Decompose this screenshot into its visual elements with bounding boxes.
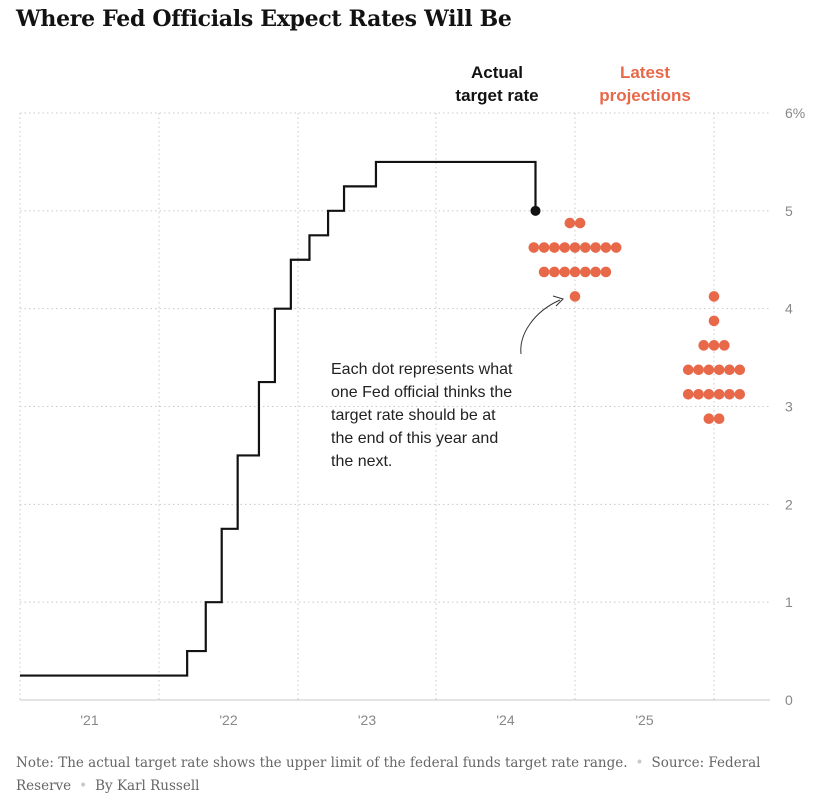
projection-dot — [569, 242, 581, 253]
actual-label-line2: target rate — [455, 86, 538, 105]
separator-dot: • — [79, 778, 88, 794]
projection-dot — [708, 315, 720, 327]
projection-dot — [574, 217, 586, 229]
projection-dot — [600, 242, 612, 253]
projections-label-line1: Latest — [620, 63, 670, 82]
projection-dot — [734, 364, 746, 376]
projection-dot — [713, 388, 725, 400]
x-tick-label: '22 — [219, 712, 237, 728]
x-tick-label: '24 — [496, 712, 514, 728]
annotation-line: one Fed official thinks the — [331, 384, 512, 401]
projection-dot — [538, 242, 550, 253]
y-tick-label: 2 — [785, 496, 793, 512]
projection-dot — [719, 340, 730, 351]
y-tick-label: 3 — [785, 399, 793, 415]
annotation-arrow — [520, 299, 561, 355]
projection-dot — [580, 242, 591, 253]
projection-dot — [580, 266, 591, 278]
projection-dot — [698, 340, 709, 351]
chart-title: Where Fed Officials Expect Rates Will Be — [16, 6, 512, 32]
annotation-line: target rate should be at — [331, 407, 496, 424]
projection-dot — [600, 266, 612, 278]
projection-dot — [564, 217, 576, 229]
projection-dot — [538, 266, 550, 278]
projection-dot — [549, 242, 560, 253]
y-tick-label: 5 — [785, 203, 793, 219]
actual-label-line1: Actual — [471, 63, 523, 82]
projection-dot — [693, 388, 704, 400]
projections-label-line2: projections — [599, 86, 691, 105]
y-tick-label: 4 — [785, 301, 793, 317]
projection-dot — [703, 388, 715, 400]
x-tick-label: '25 — [635, 712, 653, 728]
projection-dot — [734, 388, 746, 400]
separator-dot: • — [635, 755, 644, 771]
projection-dot — [682, 364, 694, 376]
series-labels: Actual target rate Latest projections — [455, 63, 690, 105]
projection-dot — [590, 266, 601, 278]
projection-dot — [682, 388, 694, 400]
projection-dot — [724, 388, 735, 400]
projection-dot — [724, 364, 735, 376]
projection-dot — [559, 242, 570, 253]
annotation-line: the end of this year and — [331, 430, 498, 447]
projection-dot — [569, 266, 581, 278]
projection-dot — [703, 364, 715, 376]
projection-dots — [528, 217, 746, 425]
annotation-line: Each dot represents what — [331, 361, 513, 378]
projection-dot — [549, 266, 560, 278]
grid-lines — [19, 112, 770, 701]
projection-dot — [569, 291, 581, 302]
x-tick-label: '23 — [358, 712, 376, 728]
x-tick-label: '21 — [80, 712, 98, 728]
projection-dot — [708, 340, 720, 351]
actual-rate-line — [20, 160, 537, 677]
x-axis: '21 '22 '23 '24 '25 — [80, 712, 653, 728]
projection-dot — [528, 242, 540, 253]
annotation-line: the next. — [331, 453, 392, 470]
rate-chart: 0 1 2 3 4 5 6% '21 '22 '23 '24 '25 Actual target r… — [19, 63, 805, 728]
projection-dot — [703, 413, 715, 425]
projection-dot — [610, 242, 622, 253]
projection-dot — [708, 291, 720, 302]
projection-dot — [713, 364, 725, 376]
byline-text: By Karl Russell — [95, 778, 200, 794]
actual-rate-endpoint — [530, 205, 541, 216]
note-text: Note: The actual target rate shows the u… — [16, 755, 628, 771]
annotation-text: Each dot represents what one Fed official… — [331, 361, 513, 470]
y-tick-label: 0 — [785, 692, 793, 708]
arrowhead — [552, 295, 564, 307]
projection-dot — [693, 364, 704, 376]
projection-dot — [713, 413, 725, 425]
source-text: Source: Federal Reserve — [16, 755, 761, 794]
y-axis: 0 1 2 3 4 5 6% — [785, 105, 805, 708]
projection-dot — [590, 242, 601, 253]
y-tick-label: 1 — [785, 594, 793, 610]
projection-dot — [559, 266, 570, 278]
footnote: Note: The actual target rate shows the u… — [16, 752, 816, 798]
y-tick-label: 6% — [785, 105, 805, 121]
